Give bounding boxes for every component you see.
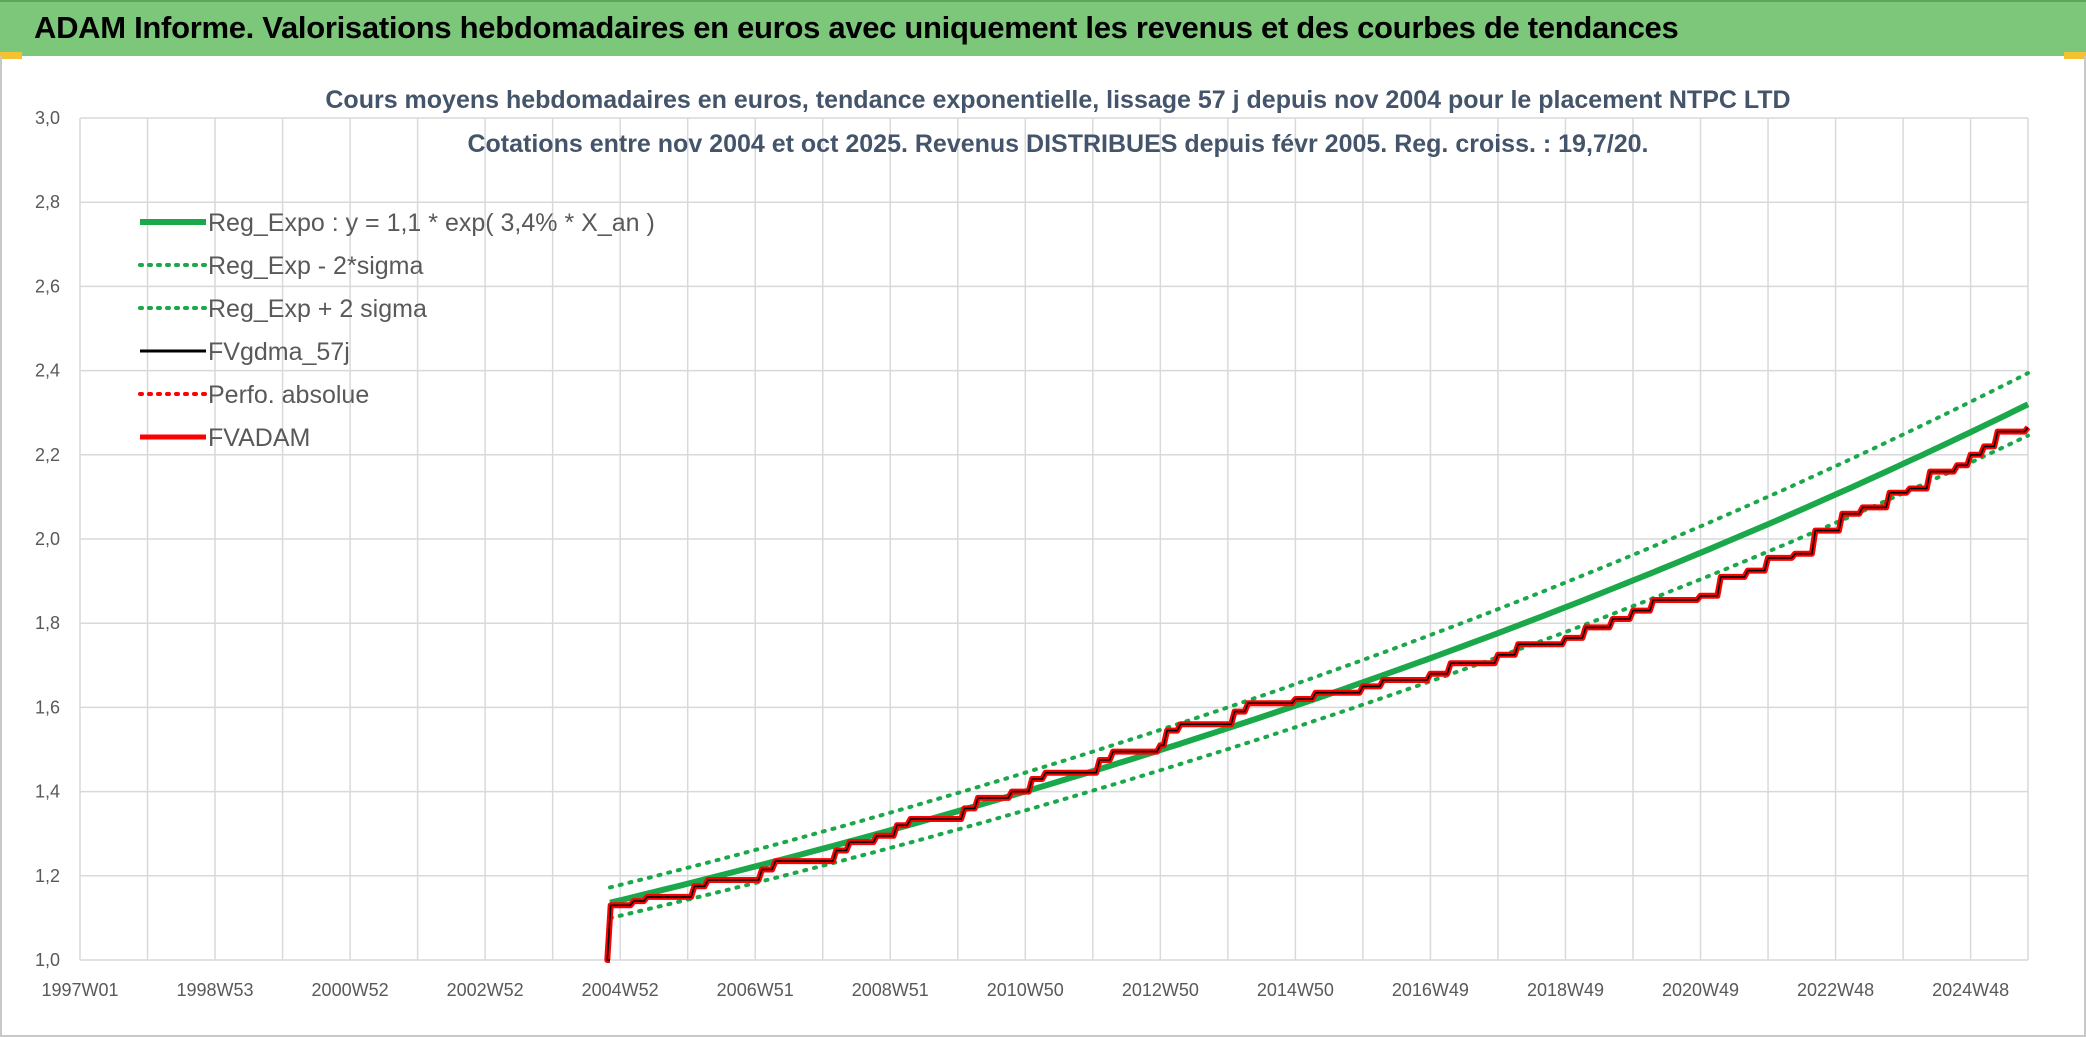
y-tick-label: 2,0 bbox=[35, 529, 60, 549]
x-tick-label: 2004W52 bbox=[582, 980, 659, 1000]
legend-label: FVgdma_57j bbox=[208, 338, 350, 366]
chart-frame bbox=[0, 56, 2086, 1037]
x-tick-label: 2024W48 bbox=[1932, 980, 2009, 1000]
x-tick-label: 2012W50 bbox=[1122, 980, 1199, 1000]
legend-label: Reg_Exp + 2 sigma bbox=[208, 295, 427, 323]
legend-label: Reg_Expo : y = 1,1 * exp( 3,4% * X_an ) bbox=[208, 209, 655, 237]
x-tick-label: 2006W51 bbox=[717, 980, 794, 1000]
series-reg-plus-2sigma bbox=[608, 371, 2030, 890]
x-tick-label: 1998W53 bbox=[177, 980, 254, 1000]
y-tick-label: 1,6 bbox=[35, 697, 60, 717]
x-tick-label: 1997W01 bbox=[41, 980, 118, 1000]
x-tick-label: 2000W52 bbox=[312, 980, 389, 1000]
x-tick-label: 2002W52 bbox=[447, 980, 524, 1000]
report-title: ADAM Informe. Valorisations hebdomadaire… bbox=[34, 10, 1679, 45]
banner-corner-right bbox=[2064, 52, 2086, 59]
legend-label: Reg_Exp - 2*sigma bbox=[208, 252, 423, 280]
y-tick-label: 1,2 bbox=[35, 866, 60, 886]
legend-label: FVADAM bbox=[208, 424, 310, 452]
y-tick-label: 1,4 bbox=[35, 782, 60, 802]
series-fvgdma-57j bbox=[606, 426, 2029, 961]
y-tick-label: 3,0 bbox=[35, 108, 60, 128]
x-tick-label: 2020W49 bbox=[1662, 980, 1739, 1000]
legend-label: Perfo. absolue bbox=[208, 381, 369, 409]
banner-corner-left bbox=[0, 52, 22, 59]
x-tick-label: 2016W49 bbox=[1392, 980, 1469, 1000]
y-tick-label: 1,0 bbox=[35, 950, 60, 970]
y-tick-label: 2,6 bbox=[35, 276, 60, 296]
report-banner: ADAM Informe. Valorisations hebdomadaire… bbox=[0, 0, 2086, 59]
y-tick-label: 2,8 bbox=[35, 192, 60, 212]
x-tick-label: 2010W50 bbox=[987, 980, 1064, 1000]
series-reg-minus-2sigma bbox=[608, 433, 2030, 920]
chart-subtitle: Cotations entre nov 2004 et oct 2025. Re… bbox=[467, 130, 1649, 158]
series-fvadam bbox=[604, 425, 2031, 963]
chart-title: Cours moyens hebdomadaires en euros, ten… bbox=[325, 86, 1791, 114]
x-tick-label: 2008W51 bbox=[852, 980, 929, 1000]
x-tick-label: 2014W50 bbox=[1257, 980, 1334, 1000]
x-tick-label: 2022W48 bbox=[1797, 980, 1874, 1000]
y-tick-label: 2,4 bbox=[35, 361, 60, 381]
y-tick-label: 2,2 bbox=[35, 445, 60, 465]
y-tick-label: 1,8 bbox=[35, 613, 60, 633]
x-tick-label: 2018W49 bbox=[1527, 980, 1604, 1000]
